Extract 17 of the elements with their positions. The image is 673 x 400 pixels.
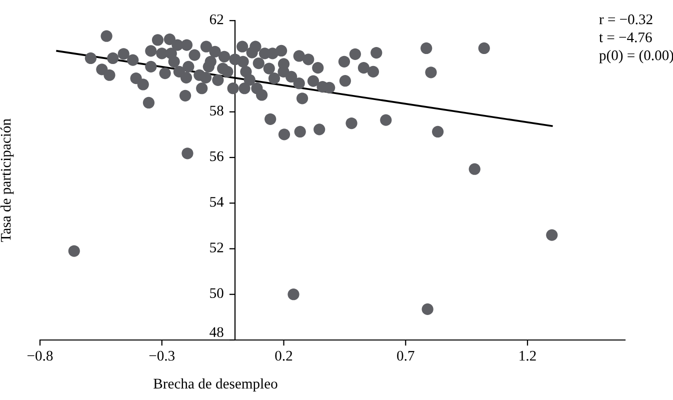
y-tick-label: 52 — [210, 242, 224, 252]
y-tick-label: 54 — [210, 197, 224, 207]
annotation: t = −4.76 — [599, 32, 652, 42]
y-tick-label: 48 — [210, 327, 224, 338]
x-tick-label: 0.2 — [275, 350, 292, 361]
x-tick-label: −0.8 — [28, 350, 53, 361]
y-tick-label: 58 — [210, 106, 224, 116]
x-tick-label: 0.7 — [397, 350, 414, 361]
y-tick-label: 50 — [210, 288, 224, 298]
x-tick-label: 1.2 — [520, 350, 536, 361]
x-axis-title: Brecha de desempleo — [154, 378, 278, 392]
annotation: p(0) = (0.00) — [599, 50, 673, 64]
x-tick-label: −0.3 — [149, 350, 175, 361]
y-tick-label: 62 — [210, 14, 224, 24]
annotation: r = −0.32 — [599, 14, 652, 24]
y-axis-title: Tasa de participación — [0, 118, 14, 242]
y-tick-label: 56 — [210, 151, 224, 162]
